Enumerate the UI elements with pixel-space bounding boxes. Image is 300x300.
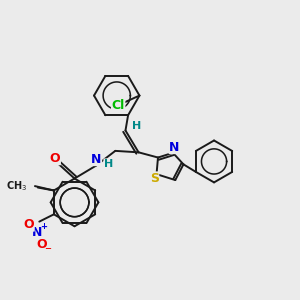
Text: Cl: Cl xyxy=(112,99,125,112)
Text: N: N xyxy=(32,226,42,239)
Text: H: H xyxy=(104,159,113,169)
Text: O: O xyxy=(23,218,34,231)
Text: O: O xyxy=(50,152,60,165)
Text: O: O xyxy=(36,238,47,251)
Text: −: − xyxy=(44,244,52,253)
Text: N: N xyxy=(91,152,102,166)
Text: +: + xyxy=(40,222,47,231)
Text: H: H xyxy=(132,121,141,131)
Text: CH$_3$: CH$_3$ xyxy=(7,179,28,193)
Text: S: S xyxy=(150,172,159,185)
Text: N: N xyxy=(169,140,179,154)
